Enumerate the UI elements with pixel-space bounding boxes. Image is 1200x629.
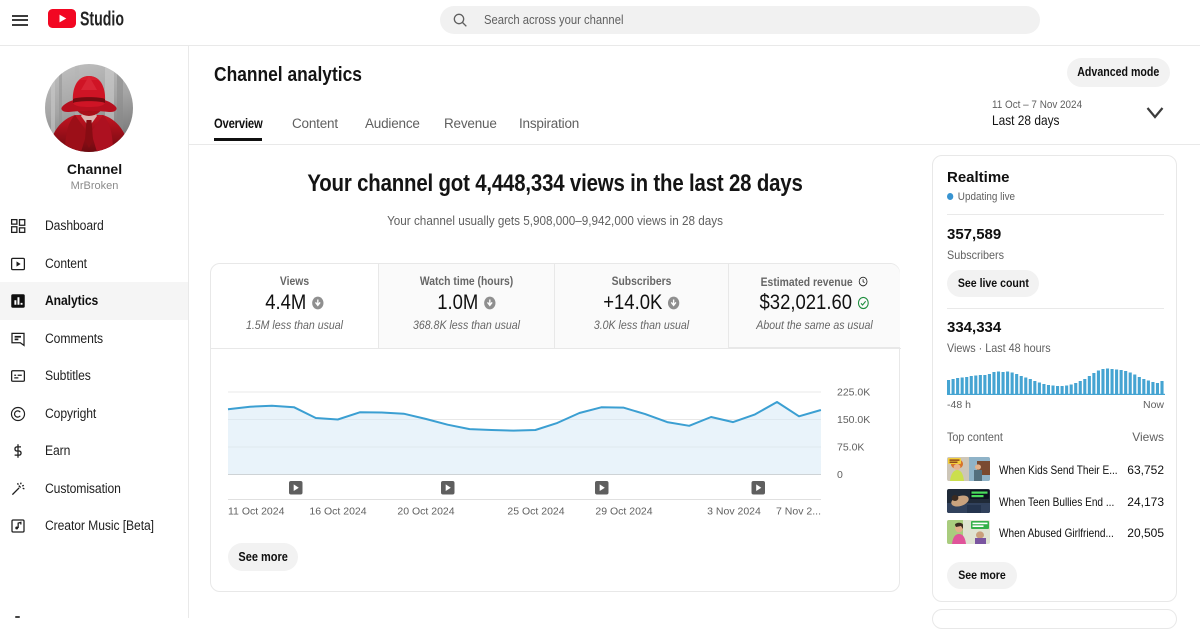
svg-text:75.0K: 75.0K bbox=[837, 442, 864, 454]
svg-text:0: 0 bbox=[837, 469, 843, 481]
svg-text:Studio: Studio bbox=[80, 9, 124, 31]
svg-text:7 Nov 2...: 7 Nov 2... bbox=[776, 506, 821, 518]
svg-text:25 Oct 2024: 25 Oct 2024 bbox=[507, 506, 564, 518]
svg-text:16 Oct 2024: 16 Oct 2024 bbox=[309, 506, 366, 518]
svg-text:11 Oct 2024: 11 Oct 2024 bbox=[228, 506, 285, 518]
svg-text:20 Oct 2024: 20 Oct 2024 bbox=[397, 506, 454, 518]
svg-text:3 Nov 2024: 3 Nov 2024 bbox=[707, 506, 761, 518]
svg-text:150.0K: 150.0K bbox=[837, 414, 870, 426]
svg-text:225.0K: 225.0K bbox=[837, 387, 870, 399]
svg-text:29 Oct 2024: 29 Oct 2024 bbox=[595, 506, 652, 518]
